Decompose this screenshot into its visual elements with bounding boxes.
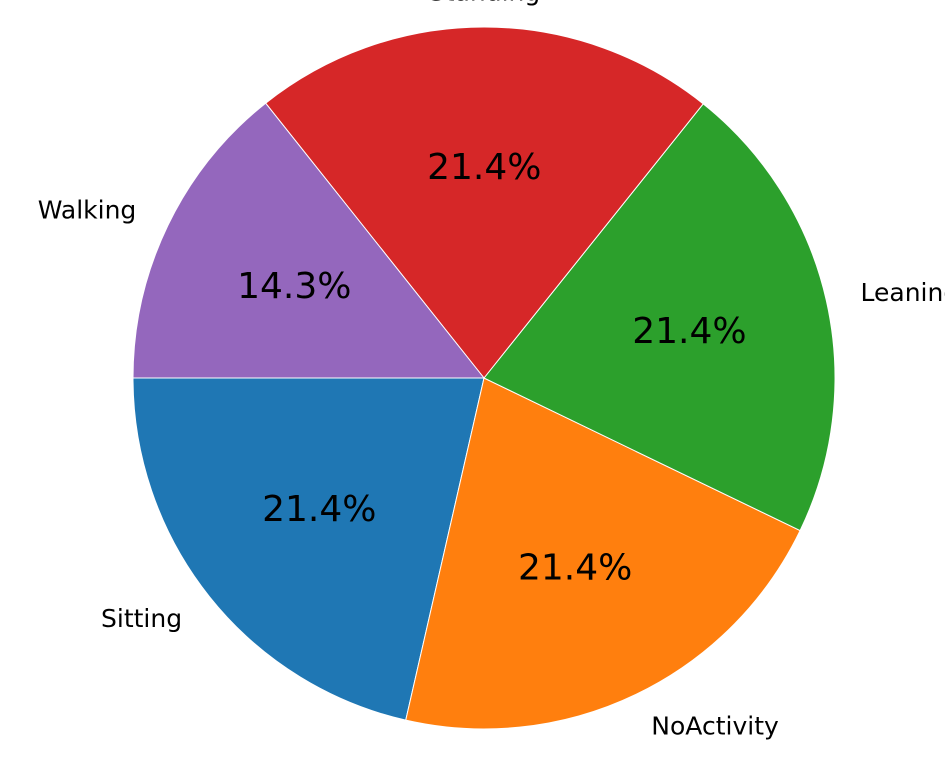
pie-slice-sitting xyxy=(132,377,485,721)
pct-label-noactivity: 21.4% xyxy=(518,547,632,588)
category-label-sitting: Sitting xyxy=(101,604,182,633)
pct-label-standing: 21.4% xyxy=(427,147,541,188)
pie-slice-noactivity xyxy=(405,377,801,730)
category-label-noactivity: NoActivity xyxy=(651,712,779,741)
pct-label-sitting: 21.4% xyxy=(262,489,376,530)
pie-slices xyxy=(132,26,836,730)
category-labels: Sitting NoActivity Leaning Standing Walking xyxy=(38,0,945,741)
pie-slice-leaning xyxy=(483,103,836,532)
pct-label-walking: 14.3% xyxy=(237,266,351,307)
category-label-standing: Standing xyxy=(429,0,540,6)
pie-slice-walking xyxy=(132,102,486,379)
percentage-labels: 21.4% 21.4% 21.4% 21.4% 14.3% xyxy=(237,147,746,588)
pie-slice-standing xyxy=(264,26,704,379)
pct-label-leaning: 21.4% xyxy=(632,311,746,352)
category-label-leaning: Leaning xyxy=(861,278,945,307)
category-label-walking: Walking xyxy=(38,196,137,225)
